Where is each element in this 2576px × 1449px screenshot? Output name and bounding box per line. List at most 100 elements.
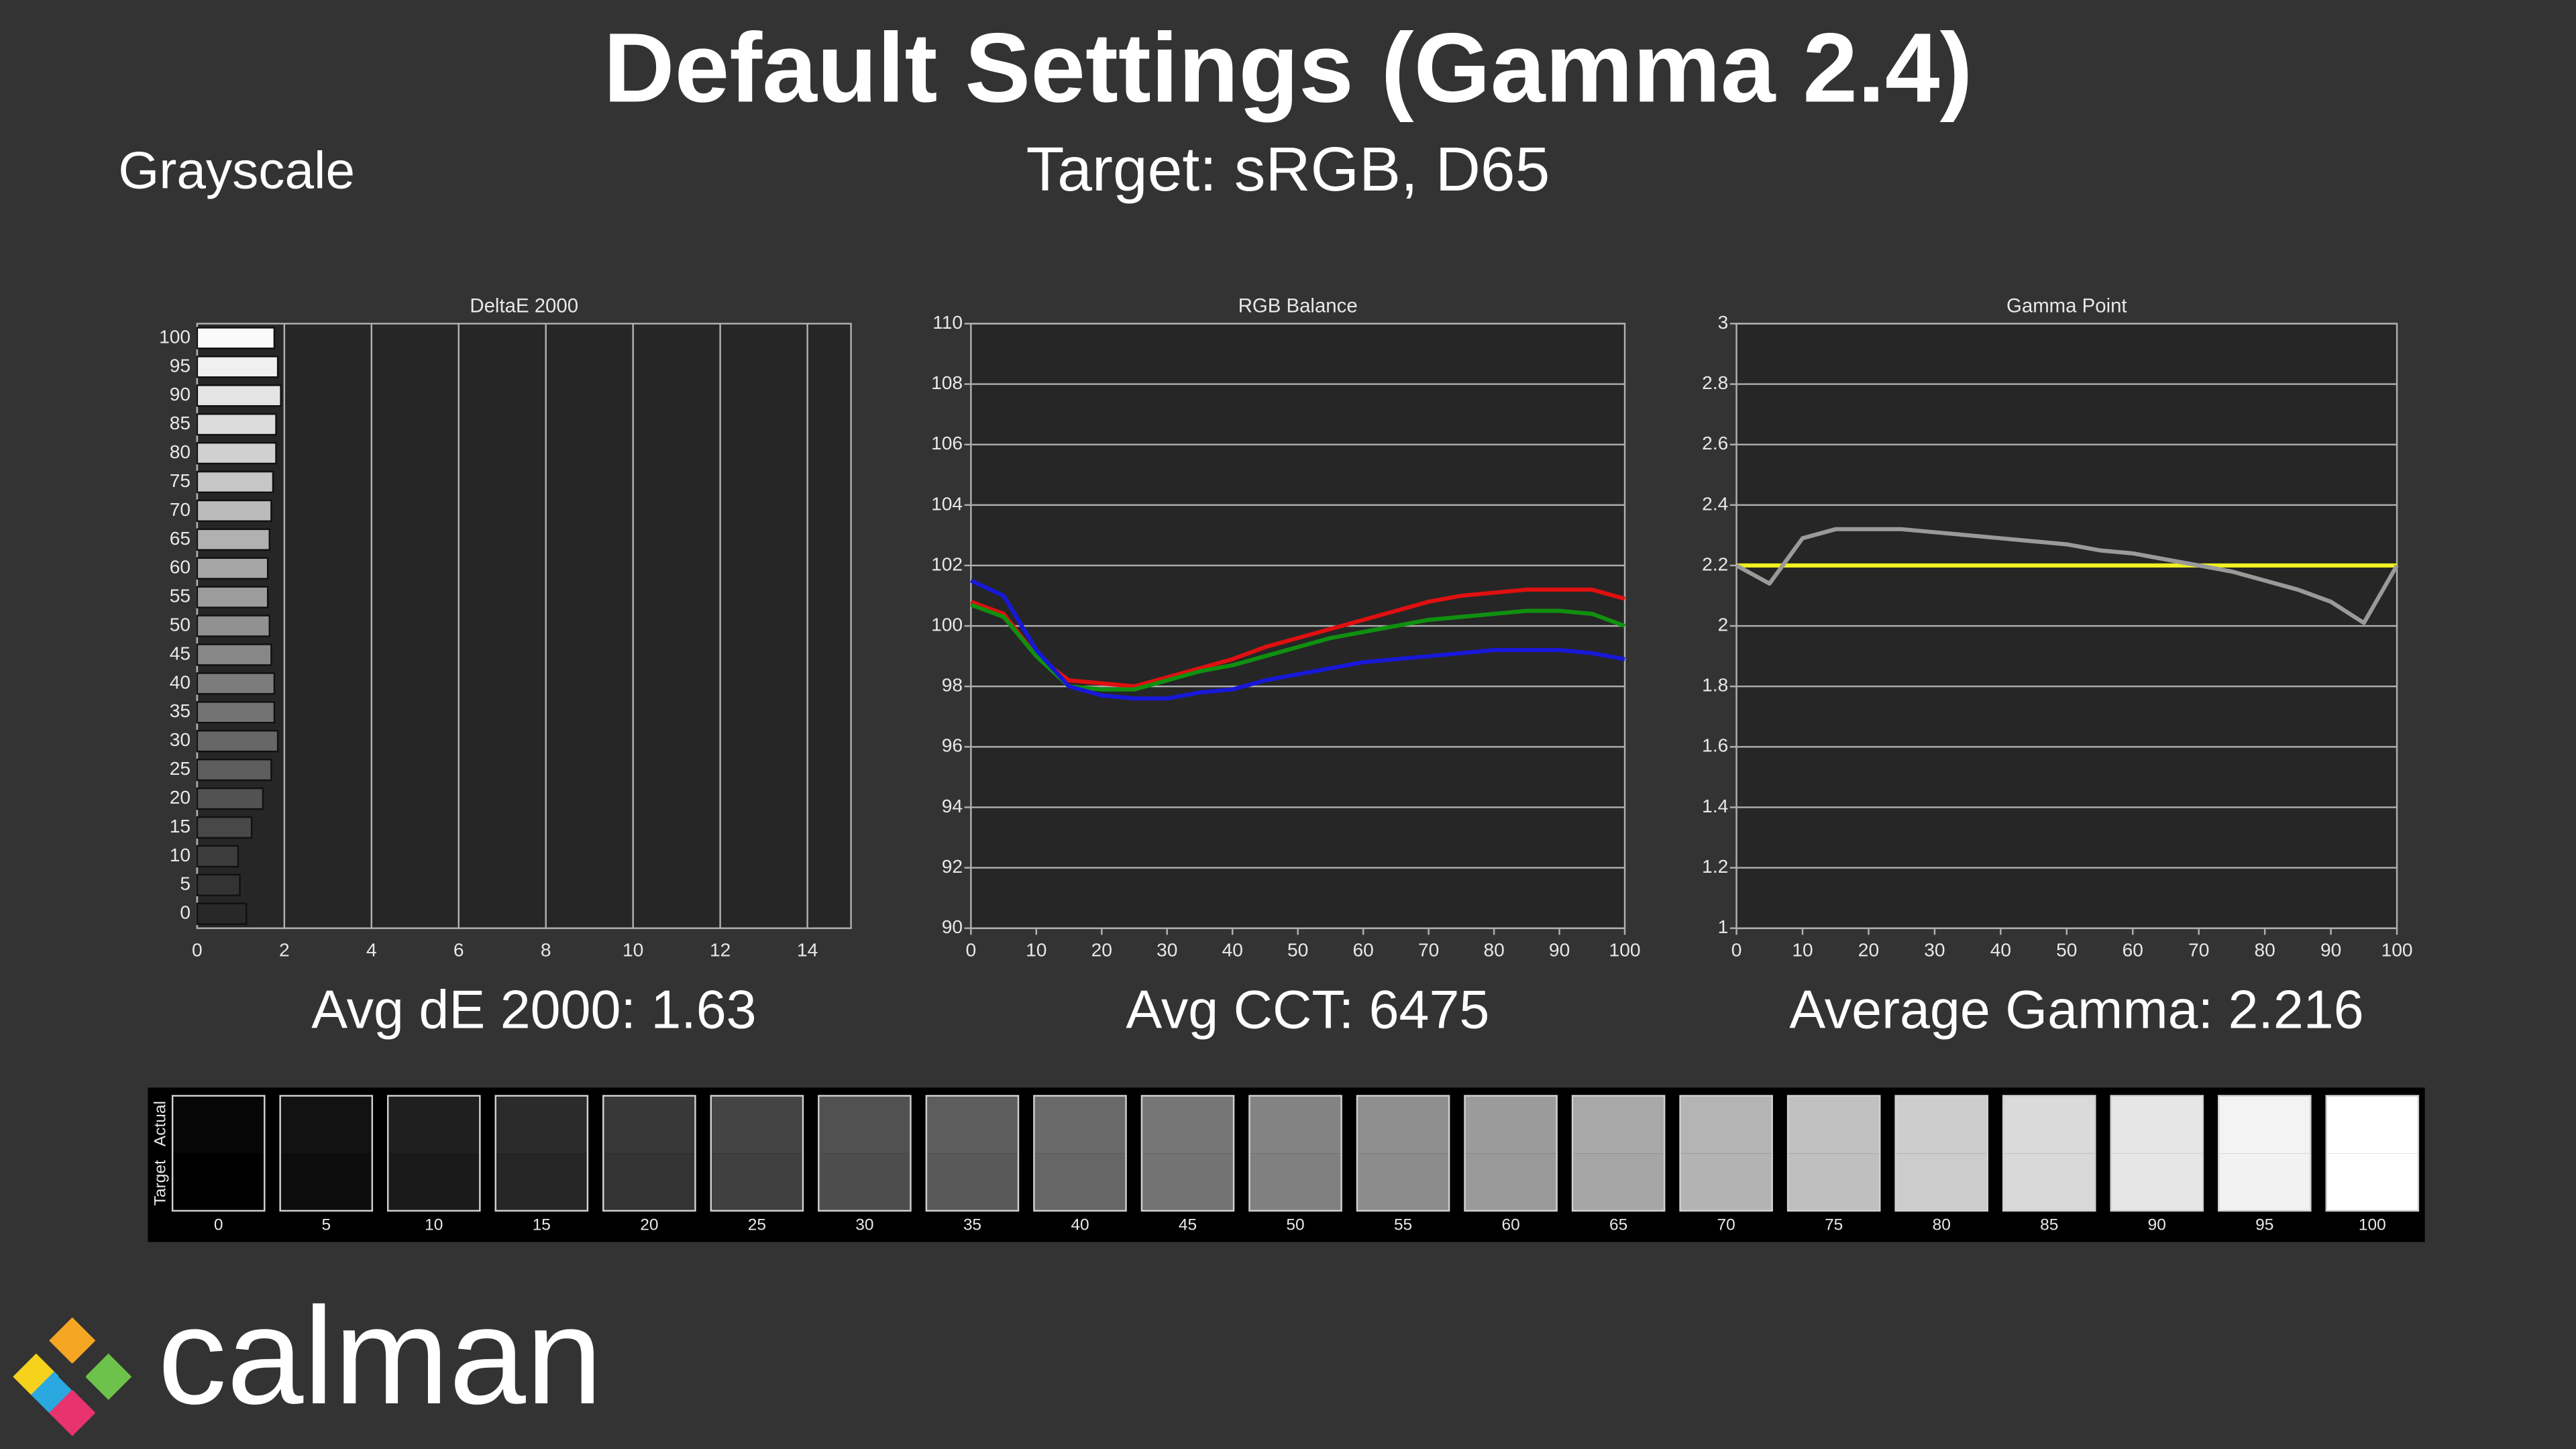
swatch-label: 0 <box>214 1216 223 1234</box>
swatch-actual <box>926 1095 1018 1154</box>
bar <box>196 730 279 753</box>
swatch-label: 5 <box>321 1216 331 1234</box>
swatch-actual <box>172 1095 265 1154</box>
x-tick-label: 0 <box>192 939 203 960</box>
bar <box>196 643 272 666</box>
swatch-frame <box>279 1095 374 1212</box>
swatch-target <box>2003 1153 2096 1211</box>
bar <box>196 586 269 608</box>
swatch-label: 10 <box>425 1216 443 1234</box>
y-tick-label: 90 <box>170 384 191 405</box>
bar <box>196 873 241 896</box>
swatch-label: 75 <box>1825 1216 1843 1234</box>
swatch-actual <box>1141 1095 1234 1154</box>
bar <box>196 327 276 350</box>
logo-text: calman <box>158 1279 602 1433</box>
x-tick-label: 10 <box>623 939 643 960</box>
x-tick-label: 50 <box>1287 939 1308 960</box>
swatch-actual <box>1895 1095 1988 1154</box>
swatch-frame <box>710 1095 804 1212</box>
y-tick-label: 30 <box>170 729 191 750</box>
y-tick-label: 0 <box>180 902 191 923</box>
swatch-actual <box>1356 1095 1450 1154</box>
x-tick-label: 70 <box>2188 939 2209 960</box>
swatch-actual <box>1680 1095 1772 1154</box>
y-tick-label: 2.8 <box>1702 372 1728 393</box>
y-tick-label: 60 <box>170 557 191 578</box>
x-tick-label: 70 <box>1418 939 1439 960</box>
swatch-label: 90 <box>2148 1216 2166 1234</box>
bar <box>196 787 264 810</box>
swatch-label: 55 <box>1394 1216 1412 1234</box>
x-tick-label: 4 <box>366 939 377 960</box>
swatch-label: 35 <box>963 1216 981 1234</box>
swatch-frame <box>1464 1095 1558 1212</box>
y-tick-label: 1.8 <box>1702 675 1728 696</box>
swatch-frame <box>1571 1095 1666 1212</box>
bar <box>196 441 277 465</box>
swatch-target <box>1464 1153 1557 1211</box>
swatch-target <box>2218 1153 2311 1211</box>
bar <box>196 701 276 724</box>
swatch-actual <box>1788 1095 1880 1154</box>
swatch-frame <box>2217 1095 2312 1212</box>
x-tick-label: 20 <box>1858 939 1879 960</box>
swatch-frame <box>925 1095 1020 1212</box>
y-tick-label: 85 <box>170 413 191 433</box>
swatch-label: 100 <box>2359 1216 2386 1234</box>
swatch-frame <box>171 1095 266 1212</box>
swatch-actual <box>603 1095 696 1154</box>
y-tick-label: 110 <box>932 312 963 333</box>
swatch-label: 20 <box>640 1216 658 1234</box>
y-tick-label: 1.2 <box>1702 856 1728 877</box>
page-title: Default Settings (Gamma 2.4) <box>603 13 1972 123</box>
y-tick-label: 1.4 <box>1702 796 1728 816</box>
swatch-label: 70 <box>1717 1216 1735 1234</box>
y-tick-label: 70 <box>170 499 191 520</box>
bar <box>196 528 270 551</box>
y-tick-label: 90 <box>942 916 963 937</box>
swatch-target <box>1572 1153 1665 1211</box>
swatch-label: 80 <box>1933 1216 1951 1234</box>
x-tick-label: 60 <box>2123 939 2143 960</box>
swatch-frame <box>494 1095 589 1212</box>
y-tick-label: 100 <box>931 614 963 635</box>
y-tick-label: 3 <box>1718 312 1729 333</box>
y-tick-label: 100 <box>159 326 191 347</box>
y-tick-label: 96 <box>942 735 963 756</box>
y-tick-label: 2.2 <box>1702 553 1728 574</box>
swatch-actual <box>1034 1095 1126 1154</box>
swatch-actual <box>2326 1095 2418 1154</box>
y-tick-label: 2.6 <box>1702 433 1728 453</box>
swatch-label: 85 <box>2040 1216 2058 1234</box>
x-tick-label: 40 <box>1222 939 1243 960</box>
chart-title: DeltaE 2000 <box>470 295 578 317</box>
swatch-label: 45 <box>1179 1216 1197 1234</box>
y-tick-label: 15 <box>170 816 191 837</box>
swatch-target <box>818 1153 911 1211</box>
x-tick-label: 30 <box>1157 939 1177 960</box>
chart-summary: Average Gamma: 2.216 <box>1789 979 2363 1040</box>
x-tick-label: 0 <box>966 939 977 960</box>
y-tick-label: 2 <box>1718 614 1729 635</box>
x-tick-label: 60 <box>1352 939 1373 960</box>
y-tick-label: 95 <box>170 355 191 376</box>
swatch-frame <box>386 1095 481 1212</box>
swatch-label: 25 <box>748 1216 766 1234</box>
series-line <box>970 587 1625 689</box>
y-tick-label: 55 <box>170 586 191 606</box>
swatch-frame <box>602 1095 696 1212</box>
swatch-target <box>280 1153 372 1211</box>
swatch-target <box>495 1153 588 1211</box>
swatch-actual <box>1572 1095 1665 1154</box>
swatch-target <box>603 1153 696 1211</box>
swatch-label: 40 <box>1071 1216 1089 1234</box>
chart-summary: Avg CCT: 6475 <box>1126 979 1489 1040</box>
series-line <box>970 578 1625 701</box>
swatch-target <box>2110 1153 2203 1211</box>
y-tick-label: 1 <box>1718 916 1729 937</box>
x-tick-label: 14 <box>797 939 818 960</box>
swatch-actual <box>388 1095 480 1154</box>
